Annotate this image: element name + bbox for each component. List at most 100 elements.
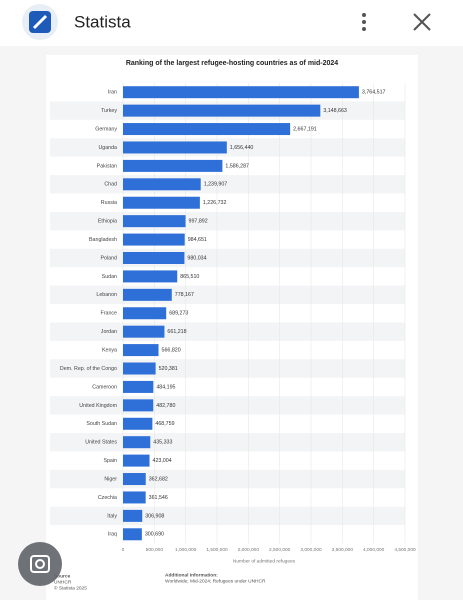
value-label: 484,195 — [156, 384, 175, 390]
bar — [123, 307, 167, 320]
value-label: 482,780 — [156, 403, 175, 409]
y-tick-label: South Sudan — [86, 421, 117, 427]
y-tick-label: Chad — [104, 182, 117, 188]
value-label: 362,682 — [149, 476, 168, 482]
y-tick-label: Russia — [101, 200, 117, 206]
copyright: © Statista 2025 — [54, 584, 87, 591]
bar — [123, 491, 146, 504]
y-tick-label: France — [101, 311, 118, 317]
value-label: 361,546 — [149, 495, 168, 501]
bar — [123, 436, 151, 449]
x-tick-label: 500,000 — [146, 547, 164, 553]
app-logo — [22, 4, 58, 40]
x-tick-label: 1,000,000 — [175, 547, 197, 553]
bar — [123, 123, 291, 136]
value-label: 300,690 — [145, 532, 164, 538]
y-tick-label: Spain — [103, 458, 117, 464]
x-axis-label: Number of admitted refugees — [233, 558, 296, 564]
value-label: 520,381 — [159, 366, 178, 372]
value-label: 984,651 — [188, 237, 207, 243]
value-label: 661,218 — [167, 329, 186, 335]
x-tick-label: 1,500,000 — [206, 547, 228, 553]
value-label: 689,273 — [169, 311, 188, 317]
bar — [123, 141, 227, 154]
y-tick-label: Kenya — [102, 347, 117, 353]
x-tick-label: 4,000,000 — [363, 547, 385, 553]
y-tick-label: Sudan — [102, 274, 117, 280]
y-tick-label: Iraq — [108, 532, 117, 538]
x-tick-label: 4,500,000 — [394, 547, 416, 553]
y-tick-label: Jordan — [101, 329, 117, 335]
bar — [123, 196, 200, 209]
value-label: 1,586,287 — [225, 163, 249, 169]
value-label: 1,239,907 — [204, 182, 228, 188]
bar — [123, 509, 143, 522]
y-tick-label: Niger — [104, 476, 117, 482]
info: Worldwide; Mid-2024; Refugees under UNHC… — [165, 578, 266, 584]
y-tick-label: Turkey — [101, 108, 117, 114]
bar — [123, 362, 156, 375]
y-tick-label: United States — [85, 440, 117, 446]
value-label: 980,034 — [187, 255, 206, 261]
value-label: 2,667,191 — [293, 126, 317, 132]
value-label: 1,226,732 — [203, 200, 227, 206]
plot: 0 500,000 1,000,000 1,500,000 2,000,000 2,500… — [50, 83, 416, 553]
x-tick-label: 2,000,000 — [238, 547, 260, 553]
row-band — [50, 175, 405, 194]
menu-button[interactable] — [362, 13, 366, 31]
value-label: 306,908 — [145, 513, 164, 519]
app-title: Statista — [74, 12, 131, 31]
bar — [123, 178, 201, 191]
y-tick-label: Bangladesh — [89, 237, 117, 243]
row-band — [50, 506, 405, 526]
value-label: 865,510 — [180, 274, 199, 280]
bar — [123, 159, 223, 172]
app-bar — [0, 0, 463, 46]
bar — [123, 325, 165, 338]
bar — [123, 288, 172, 301]
x-tick-label: 0 — [122, 547, 125, 553]
y-tick-label: Iran — [108, 90, 117, 96]
bar — [123, 215, 186, 228]
bar — [123, 417, 153, 430]
bar — [123, 233, 185, 246]
y-tick-label: Poland — [101, 255, 118, 261]
bar — [123, 270, 178, 283]
bar — [123, 454, 150, 467]
lens-button[interactable] — [18, 542, 62, 586]
value-label: 468,759 — [155, 421, 174, 427]
y-tick-label: Ethiopia — [98, 219, 117, 225]
y-tick-label: Germany — [95, 126, 117, 132]
bar — [123, 104, 321, 117]
y-tick-label: Pakistan — [97, 163, 117, 169]
bar — [123, 528, 142, 541]
x-tick-label: 3,000,000 — [300, 547, 322, 553]
x-tick-label: 3,500,000 — [332, 547, 354, 553]
y-tick-label: Cameroon — [92, 384, 117, 390]
info-label: Additional Information: — [165, 572, 218, 578]
x-tick-label: 2,500,000 — [269, 547, 291, 553]
value-label: 3,148,663 — [323, 108, 347, 114]
y-tick-label: Dem. Rep. of the Congo — [60, 366, 117, 372]
source-label: Source — [54, 573, 71, 579]
y-tick-label: Italy — [107, 513, 117, 519]
value-label: 778,167 — [175, 292, 194, 298]
value-label: 435,333 — [153, 440, 172, 446]
value-label: 997,892 — [189, 219, 208, 225]
value-label: 3,764,517 — [362, 90, 386, 96]
close-button[interactable] — [413, 13, 431, 31]
value-label: 423,004 — [153, 458, 172, 464]
y-tick-label: Lebanon — [96, 292, 117, 298]
bar — [123, 86, 359, 99]
value-label: 566,820 — [162, 347, 181, 353]
bar — [123, 473, 146, 486]
bar — [123, 251, 185, 264]
y-tick-label: United Kingdom — [79, 403, 117, 409]
chart-title: Ranking of the largest refugee-hosting c… — [126, 60, 338, 67]
row-band — [50, 469, 405, 489]
y-tick-label: Czechia — [98, 495, 117, 501]
value-label: 1,656,440 — [230, 145, 254, 151]
bar — [123, 399, 154, 412]
bar — [123, 344, 159, 357]
